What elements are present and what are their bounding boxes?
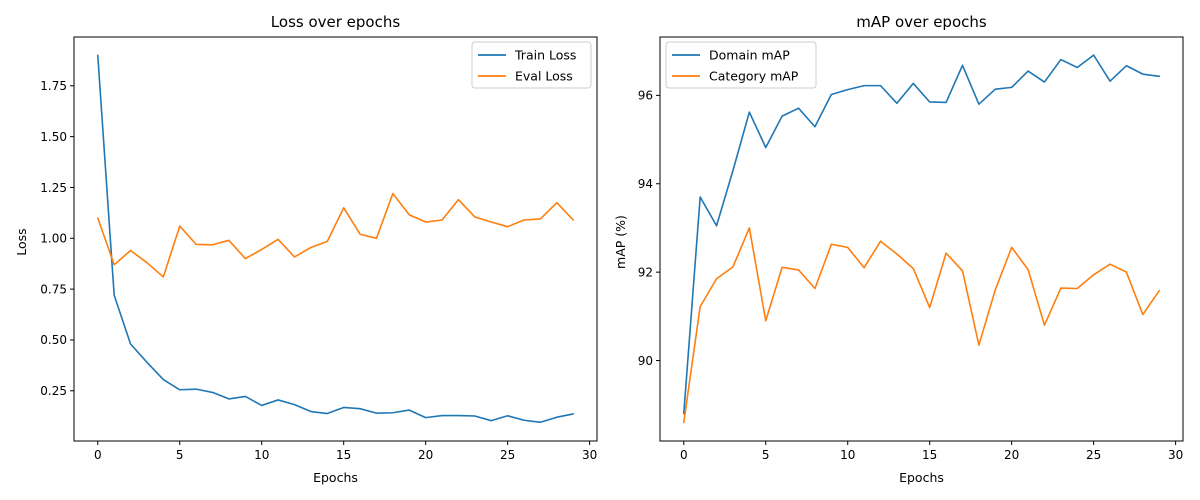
map-legend-box xyxy=(665,41,817,89)
map-chart-ylabel: mAP (%) xyxy=(613,215,628,269)
series-line-domain-map xyxy=(682,54,1161,415)
map-ytick-label: 90 xyxy=(638,354,653,368)
map-xtick-label: 0 xyxy=(680,448,688,462)
map-chart-xlabel: Epochs xyxy=(899,470,944,485)
map-chart-title: mAP over epochs xyxy=(856,13,987,31)
map-xtick-label: 20 xyxy=(1004,448,1019,462)
series-line-eval-loss xyxy=(96,192,575,278)
loss-chart: Loss over epochs Epochs Loss 0 5 10 15 20 25 3… xyxy=(14,13,598,485)
map-chart-legend: Domain mAP Category mAP xyxy=(665,41,817,89)
loss-ytick-label: 1.75 xyxy=(40,79,67,93)
series-line-train-loss xyxy=(96,54,575,424)
loss-ytick-label: 0.75 xyxy=(40,282,67,296)
map-ytick-label: 94 xyxy=(638,177,653,191)
loss-xtick-label: 30 xyxy=(582,448,597,462)
map-chart: mAP over epochs Epochs mAP (%) 0 5 10 15 20 2… xyxy=(613,13,1184,485)
map-chart-lines xyxy=(682,54,1161,424)
map-xtick-label: 25 xyxy=(1086,448,1101,462)
loss-ytick-label: 1.25 xyxy=(40,181,67,195)
loss-xtick-label: 20 xyxy=(418,448,433,462)
loss-xtick-label: 15 xyxy=(336,448,351,462)
legend-label-eval-loss: Eval Loss xyxy=(515,69,573,84)
loss-ytick-label: 0.25 xyxy=(40,384,67,398)
map-xtick-label: 15 xyxy=(922,448,937,462)
legend-label-category-map: Category mAP xyxy=(709,69,799,84)
loss-chart-lines xyxy=(96,54,575,424)
loss-ytick-label: 0.50 xyxy=(40,333,67,347)
series-line-category-map xyxy=(682,227,1161,424)
loss-chart-title: Loss over epochs xyxy=(271,13,401,31)
loss-xtick-label: 10 xyxy=(254,448,269,462)
loss-ytick-label: 1.50 xyxy=(40,130,67,144)
map-xtick-label: 5 xyxy=(762,448,770,462)
map-ytick-label: 92 xyxy=(638,265,653,279)
loss-xtick-label: 5 xyxy=(176,448,184,462)
loss-chart-xlabel: Epochs xyxy=(313,470,358,485)
loss-chart-legend: Train Loss Eval Loss xyxy=(471,41,592,89)
loss-ytick-label: 1.00 xyxy=(40,232,67,246)
map-xtick-label: 10 xyxy=(840,448,855,462)
legend-label-domain-map: Domain mAP xyxy=(709,48,790,63)
map-ytick-label: 96 xyxy=(638,89,653,103)
map-xtick-label: 30 xyxy=(1168,448,1183,462)
loss-chart-ylabel: Loss xyxy=(14,228,29,255)
map-chart-ticks: 0 5 10 15 20 25 30 90 92 94 96 xyxy=(638,89,1184,462)
loss-chart-frame xyxy=(73,36,598,442)
loss-xtick-label: 0 xyxy=(94,448,102,462)
loss-xtick-label: 25 xyxy=(500,448,515,462)
legend-label-train-loss: Train Loss xyxy=(514,48,576,63)
loss-chart-ticks: 0 5 10 15 20 25 30 0.25 0.50 0.75 1.00 1.25 1.50 1.75 xyxy=(40,79,597,462)
map-chart-frame xyxy=(659,36,1184,442)
